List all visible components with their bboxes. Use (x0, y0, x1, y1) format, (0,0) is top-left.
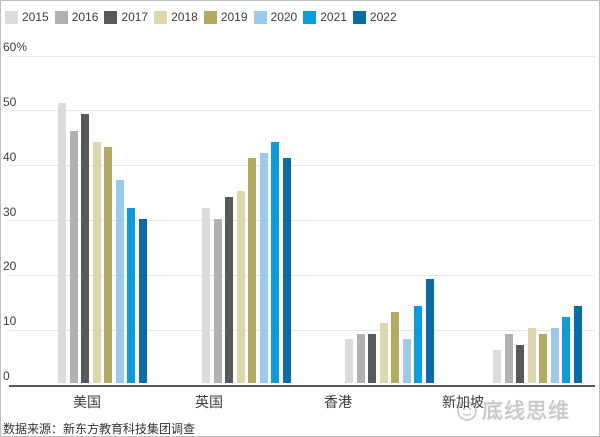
x-category-label-美国: 美国 (73, 394, 101, 410)
legend-swatch-2020 (253, 10, 267, 24)
x-category-label-香港: 香港 (324, 394, 352, 410)
bar-美国-2022 (138, 218, 147, 383)
legend-item-2022: 2022 (352, 9, 397, 25)
bar-美国-2018 (92, 141, 101, 383)
bar-group-美国 (58, 54, 147, 383)
legend-swatch-2018 (154, 10, 168, 24)
bar-美国-2015 (58, 103, 66, 383)
legend-label: 2021 (320, 10, 347, 24)
bar-group-英国 (202, 54, 291, 383)
bar-香港-2019 (391, 311, 399, 383)
legend-label: 2020 (270, 10, 298, 24)
bar-group-香港 (345, 54, 434, 383)
legend-swatch-2017 (104, 10, 118, 24)
legend-label: 2015 (22, 10, 49, 24)
bar-美国-2019 (104, 147, 112, 383)
bar-香港-2015 (345, 339, 353, 383)
bar-新加坡-2020 (550, 328, 559, 383)
x-category-label-英国: 英国 (195, 394, 223, 410)
legend-swatch-2021 (303, 10, 317, 24)
x-category-label-新加坡: 新加坡 (442, 394, 484, 410)
legend-item-2020: 2020 (253, 9, 298, 25)
bar-美国-2021 (127, 207, 135, 383)
bar-新加坡-2017 (516, 344, 524, 383)
legend-item-2018: 2018 (154, 9, 198, 25)
bar-新加坡-2021 (562, 317, 570, 383)
legend-item-2019: 2019 (203, 9, 248, 25)
gridline-40 (9, 165, 595, 167)
legend-label: 2017 (121, 10, 149, 24)
legend-swatch-2019 (203, 10, 217, 24)
bar-英国-2016 (213, 218, 222, 383)
y-tick-label-40: 40 (3, 149, 17, 164)
legend-label: 2016 (71, 10, 99, 24)
legend-swatch-2022 (352, 10, 366, 24)
bar-香港-2020 (402, 339, 411, 383)
bar-香港-2021 (414, 306, 422, 383)
bar-新加坡-2015 (493, 350, 501, 383)
bar-英国-2015 (202, 207, 210, 383)
bar-美国-2016 (69, 130, 78, 383)
bar-新加坡-2018 (527, 328, 536, 383)
bar-香港-2017 (368, 333, 376, 383)
gridline-30 (9, 220, 595, 221)
x-axis-line (9, 385, 595, 387)
y-tick-label-60: 60% (3, 40, 28, 54)
bar-新加坡-2019 (539, 333, 547, 383)
legend-label: 2018 (171, 10, 198, 24)
bar-英国-2018 (236, 191, 245, 383)
bar-英国-2021 (271, 141, 279, 383)
legend-label: 2022 (369, 10, 397, 24)
legend-label: 2019 (220, 10, 248, 24)
bar-group-新加坡 (493, 54, 582, 383)
gridline-50 (9, 110, 595, 112)
legend-item-2021: 2021 (303, 9, 347, 25)
bar-香港-2018 (379, 322, 388, 383)
gridline-10 (9, 329, 595, 331)
bar-美国-2020 (115, 180, 124, 383)
bar-香港-2022 (425, 278, 434, 383)
bar-香港-2016 (356, 333, 365, 383)
bar-英国-2019 (248, 158, 256, 383)
bar-美国-2017 (81, 114, 89, 383)
y-tick-label-30: 30 (3, 204, 17, 219)
legend-item-2017: 2017 (104, 9, 148, 25)
source-note: 数据来源：新东方教育科技集团调查 (3, 422, 196, 436)
watermark-text: 底线思维 (482, 400, 570, 423)
bar-新加坡-2022 (573, 306, 582, 383)
bar-英国-2017 (225, 196, 233, 383)
bar-英国-2022 (282, 158, 291, 383)
y-tick-label-20: 20 (3, 259, 17, 274)
y-tick-label-0: 0 (3, 369, 10, 383)
legend: 2015 2016 2017 2018 2019 2020 2021 2022 (5, 9, 397, 25)
legend-item-2016: 2016 (54, 9, 99, 25)
legend-item-2015: 2015 (5, 9, 49, 25)
y-tick-label-10: 10 (3, 314, 17, 329)
gridline-60 (9, 55, 595, 57)
legend-swatch-2015 (5, 10, 18, 24)
bar-英国-2020 (259, 152, 268, 383)
y-tick-label-50: 50 (3, 94, 17, 109)
bar-新加坡-2016 (504, 333, 513, 383)
legend-swatch-2016 (54, 10, 68, 24)
gridline-20 (9, 274, 595, 276)
